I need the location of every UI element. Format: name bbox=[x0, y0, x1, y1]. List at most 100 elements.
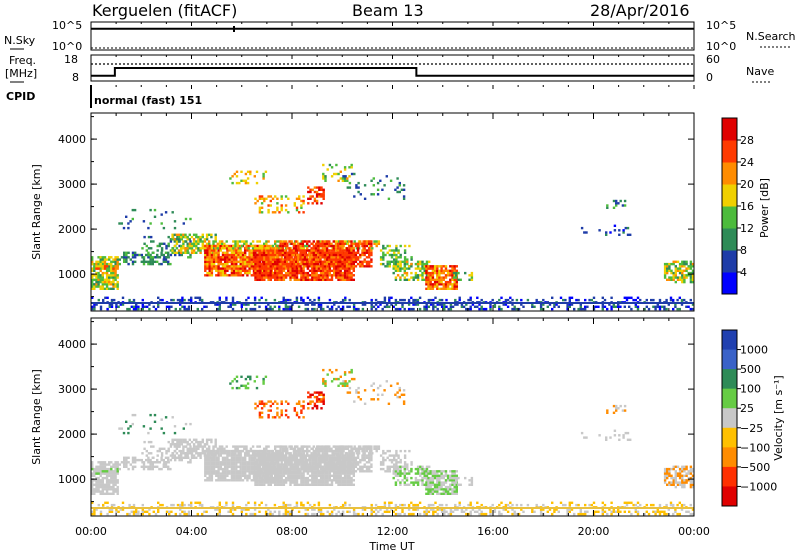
velocity-cell bbox=[165, 457, 167, 459]
power-cell bbox=[155, 308, 157, 310]
power-cell bbox=[654, 306, 656, 308]
power-cell bbox=[355, 265, 357, 267]
velocity-cell bbox=[242, 463, 244, 465]
velocity-cell bbox=[350, 472, 352, 474]
velocity-cell bbox=[215, 463, 217, 465]
power-cell bbox=[302, 267, 304, 269]
power-cell bbox=[219, 299, 221, 301]
velocity-cell bbox=[348, 479, 350, 481]
power-cell bbox=[254, 308, 256, 310]
power-cell bbox=[481, 299, 483, 301]
power-cell bbox=[397, 263, 399, 265]
velocity-cell bbox=[265, 468, 267, 470]
power-cell bbox=[449, 279, 451, 281]
power-cell bbox=[355, 245, 357, 247]
power-cell bbox=[350, 274, 352, 276]
power-cell bbox=[217, 249, 219, 251]
power-cell bbox=[287, 274, 289, 276]
power-cell bbox=[119, 258, 121, 260]
power-cell bbox=[498, 306, 500, 308]
velocity-cell bbox=[110, 477, 112, 479]
velocity-cell bbox=[211, 468, 213, 470]
power-cell bbox=[248, 249, 250, 251]
velocity-cell bbox=[292, 470, 294, 472]
velocity-cell bbox=[231, 468, 233, 470]
power-cell bbox=[206, 261, 208, 263]
power-cell bbox=[349, 186, 351, 188]
power-cell bbox=[100, 274, 102, 276]
velocity-cell bbox=[165, 461, 167, 463]
power-cell bbox=[370, 265, 372, 267]
power-cell bbox=[681, 270, 683, 272]
power-cell bbox=[364, 243, 366, 245]
power-cell bbox=[195, 245, 197, 247]
power-cell bbox=[315, 258, 317, 260]
power-cell bbox=[144, 306, 146, 308]
power-cell bbox=[419, 297, 421, 299]
power-cell bbox=[195, 252, 197, 254]
power-cell bbox=[427, 267, 429, 269]
power-cell bbox=[306, 256, 308, 258]
power-cell bbox=[112, 276, 114, 278]
power-cell bbox=[125, 216, 127, 218]
velocity-cell bbox=[240, 466, 242, 468]
power-cell bbox=[261, 272, 263, 274]
power-cell bbox=[354, 240, 356, 242]
power-cell bbox=[357, 191, 359, 193]
velocity-cell bbox=[261, 452, 263, 454]
velocity-cell bbox=[293, 448, 295, 450]
velocity-cell bbox=[292, 475, 294, 477]
power-cell bbox=[427, 276, 429, 278]
power-cell bbox=[344, 180, 346, 182]
power-cell bbox=[279, 254, 281, 256]
velocity-cell bbox=[209, 472, 211, 474]
power-cell bbox=[181, 254, 183, 256]
velocity-cell bbox=[265, 475, 267, 477]
power-cell bbox=[687, 306, 689, 308]
freq-strip: Freq. [MHz] 18 8 60 0 Nave bbox=[5, 53, 774, 84]
velocity-cell bbox=[263, 459, 265, 461]
power-cell bbox=[294, 276, 296, 278]
power-cell bbox=[361, 245, 363, 247]
velocity-cell bbox=[301, 452, 303, 454]
power-cell bbox=[316, 195, 318, 197]
velocity-cell bbox=[208, 445, 210, 447]
velocity-cell bbox=[174, 459, 176, 461]
power-cell bbox=[324, 175, 326, 177]
power-cell bbox=[627, 234, 629, 236]
power-cell bbox=[531, 306, 533, 308]
power-cell bbox=[266, 245, 268, 247]
power-cell bbox=[304, 261, 306, 263]
power-cell bbox=[267, 263, 269, 265]
power-cell bbox=[339, 256, 341, 258]
power-cell bbox=[395, 265, 397, 267]
velocity-cell bbox=[324, 450, 326, 452]
velocity-cell bbox=[226, 450, 228, 452]
power-cell bbox=[131, 306, 133, 308]
power-cell bbox=[191, 245, 193, 247]
velocity-cell bbox=[204, 470, 206, 472]
velocity-cell bbox=[254, 481, 256, 483]
velocity-cell bbox=[189, 445, 191, 447]
power-cell bbox=[430, 283, 432, 285]
power-cell bbox=[240, 254, 242, 256]
power-cell bbox=[285, 299, 287, 301]
power-cell bbox=[320, 267, 322, 269]
power-cell bbox=[226, 261, 228, 263]
velocity-cell bbox=[210, 441, 212, 443]
power-cell bbox=[400, 254, 402, 256]
power-cell bbox=[187, 236, 189, 238]
velocity-cell bbox=[243, 445, 245, 447]
power-cell bbox=[215, 252, 217, 254]
power-cell bbox=[364, 240, 366, 242]
power-cell bbox=[247, 297, 249, 299]
power-cell bbox=[282, 258, 284, 260]
velocity-cell bbox=[265, 463, 267, 465]
power-cell bbox=[331, 276, 333, 278]
velocity-cell bbox=[261, 457, 263, 459]
velocity-cell bbox=[132, 457, 134, 459]
velocity-cell bbox=[215, 441, 217, 443]
power-cell bbox=[350, 240, 352, 242]
power-cell bbox=[119, 263, 121, 265]
power-cell bbox=[395, 245, 397, 247]
